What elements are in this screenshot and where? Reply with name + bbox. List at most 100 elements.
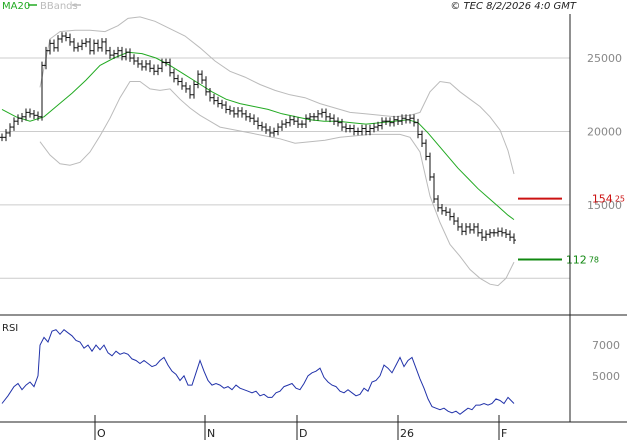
price-bar bbox=[80, 39, 84, 51]
price-y-tick-label: 20000 bbox=[587, 125, 622, 138]
price-bar bbox=[252, 114, 256, 126]
price-bar bbox=[164, 58, 168, 67]
price-bar bbox=[196, 70, 200, 89]
price-bar bbox=[412, 114, 416, 127]
price-bar bbox=[464, 223, 468, 236]
price-bar bbox=[472, 223, 476, 234]
price-bar bbox=[132, 54, 136, 65]
price-bar bbox=[112, 49, 116, 59]
price-bar bbox=[140, 60, 144, 71]
price-bar bbox=[204, 76, 208, 96]
price-bar bbox=[484, 230, 488, 241]
price-bar bbox=[372, 123, 376, 133]
price-bar bbox=[136, 57, 140, 68]
price-bar bbox=[88, 38, 92, 55]
price-bar bbox=[432, 173, 436, 203]
price-bar bbox=[456, 217, 460, 231]
price-bar bbox=[56, 35, 60, 52]
rsi-y-axis-labels: 7000 5000 bbox=[592, 339, 620, 383]
price-bar bbox=[452, 212, 456, 225]
price-bar bbox=[208, 88, 212, 102]
price-bar bbox=[160, 58, 164, 73]
bollinger-bands bbox=[39, 16, 515, 287]
legend-ma20: MA20 bbox=[2, 1, 30, 12]
price-bar bbox=[0, 133, 4, 142]
price-bar bbox=[396, 115, 400, 126]
price-bar bbox=[368, 124, 372, 136]
price-bar bbox=[128, 48, 132, 62]
price-bar bbox=[428, 152, 432, 181]
price-bar bbox=[124, 48, 128, 61]
bb-lower-band bbox=[39, 81, 515, 287]
price-bar bbox=[16, 114, 20, 126]
price-bar bbox=[348, 124, 352, 133]
price-bar bbox=[364, 124, 368, 136]
price-bar bbox=[224, 101, 228, 114]
price-bar bbox=[228, 105, 232, 115]
price-bar bbox=[72, 38, 76, 52]
price-bar bbox=[384, 117, 388, 126]
price-bar bbox=[184, 82, 188, 93]
rsi-line bbox=[1, 329, 515, 415]
rsi-series bbox=[1, 329, 515, 415]
price-bar bbox=[64, 32, 68, 42]
price-bar bbox=[104, 38, 108, 55]
price-bar bbox=[360, 124, 364, 136]
price-bar bbox=[44, 46, 48, 70]
price-bar bbox=[220, 99, 224, 109]
price-bar bbox=[52, 39, 56, 52]
price-bar bbox=[408, 114, 412, 124]
price-bar bbox=[180, 77, 184, 90]
ma20-series bbox=[1, 51, 515, 221]
price-bar bbox=[60, 32, 64, 43]
price-bar bbox=[260, 121, 264, 131]
price-bar bbox=[256, 117, 260, 130]
price-bar bbox=[320, 108, 324, 118]
price-bar bbox=[108, 46, 112, 59]
price-bar bbox=[328, 112, 332, 123]
x-tick-label: D bbox=[299, 427, 307, 440]
price-bar bbox=[436, 195, 440, 212]
price-bar bbox=[92, 39, 96, 55]
x-tick-label: N bbox=[207, 427, 215, 440]
price-bar bbox=[152, 64, 156, 76]
price-bar bbox=[4, 129, 8, 142]
ma20-line bbox=[1, 51, 515, 221]
timestamp: © TEC 8/2/2026 4:0 GMT bbox=[450, 1, 577, 12]
price-bar bbox=[388, 117, 392, 127]
price-bar bbox=[376, 121, 380, 131]
price-bar bbox=[84, 38, 88, 48]
price-bar bbox=[272, 127, 276, 137]
price-bar bbox=[268, 126, 272, 137]
price-bar bbox=[304, 114, 308, 128]
price-bar bbox=[176, 74, 180, 86]
price-bar bbox=[20, 112, 24, 123]
price-bar bbox=[324, 108, 328, 121]
price-bar bbox=[148, 60, 152, 73]
price-bar bbox=[244, 110, 248, 121]
price-bar bbox=[492, 228, 496, 237]
rsi-y-tick-label: 5000 bbox=[592, 370, 620, 383]
price-bar bbox=[504, 228, 508, 239]
price-bar bbox=[48, 39, 52, 55]
price-targets: 154 25 112 78 bbox=[518, 193, 625, 267]
price-bar bbox=[236, 107, 240, 118]
price-bar bbox=[12, 117, 16, 131]
rsi-title: RSI bbox=[2, 323, 18, 334]
price-bar bbox=[468, 223, 472, 234]
price-bar bbox=[392, 115, 396, 127]
price-bar bbox=[36, 111, 40, 121]
x-axis-ticks: O N D 26 F bbox=[94, 415, 507, 440]
price-bar bbox=[100, 38, 104, 52]
price-bar bbox=[216, 96, 220, 108]
price-bar bbox=[444, 206, 448, 217]
price-bar bbox=[480, 228, 484, 241]
price-bar bbox=[232, 107, 236, 118]
price-bar bbox=[316, 110, 320, 121]
price-bar bbox=[500, 227, 504, 237]
price-bar bbox=[284, 118, 288, 128]
price-y-tick-label: 25000 bbox=[587, 52, 622, 65]
price-bar bbox=[488, 228, 492, 239]
price-bar bbox=[380, 117, 384, 130]
